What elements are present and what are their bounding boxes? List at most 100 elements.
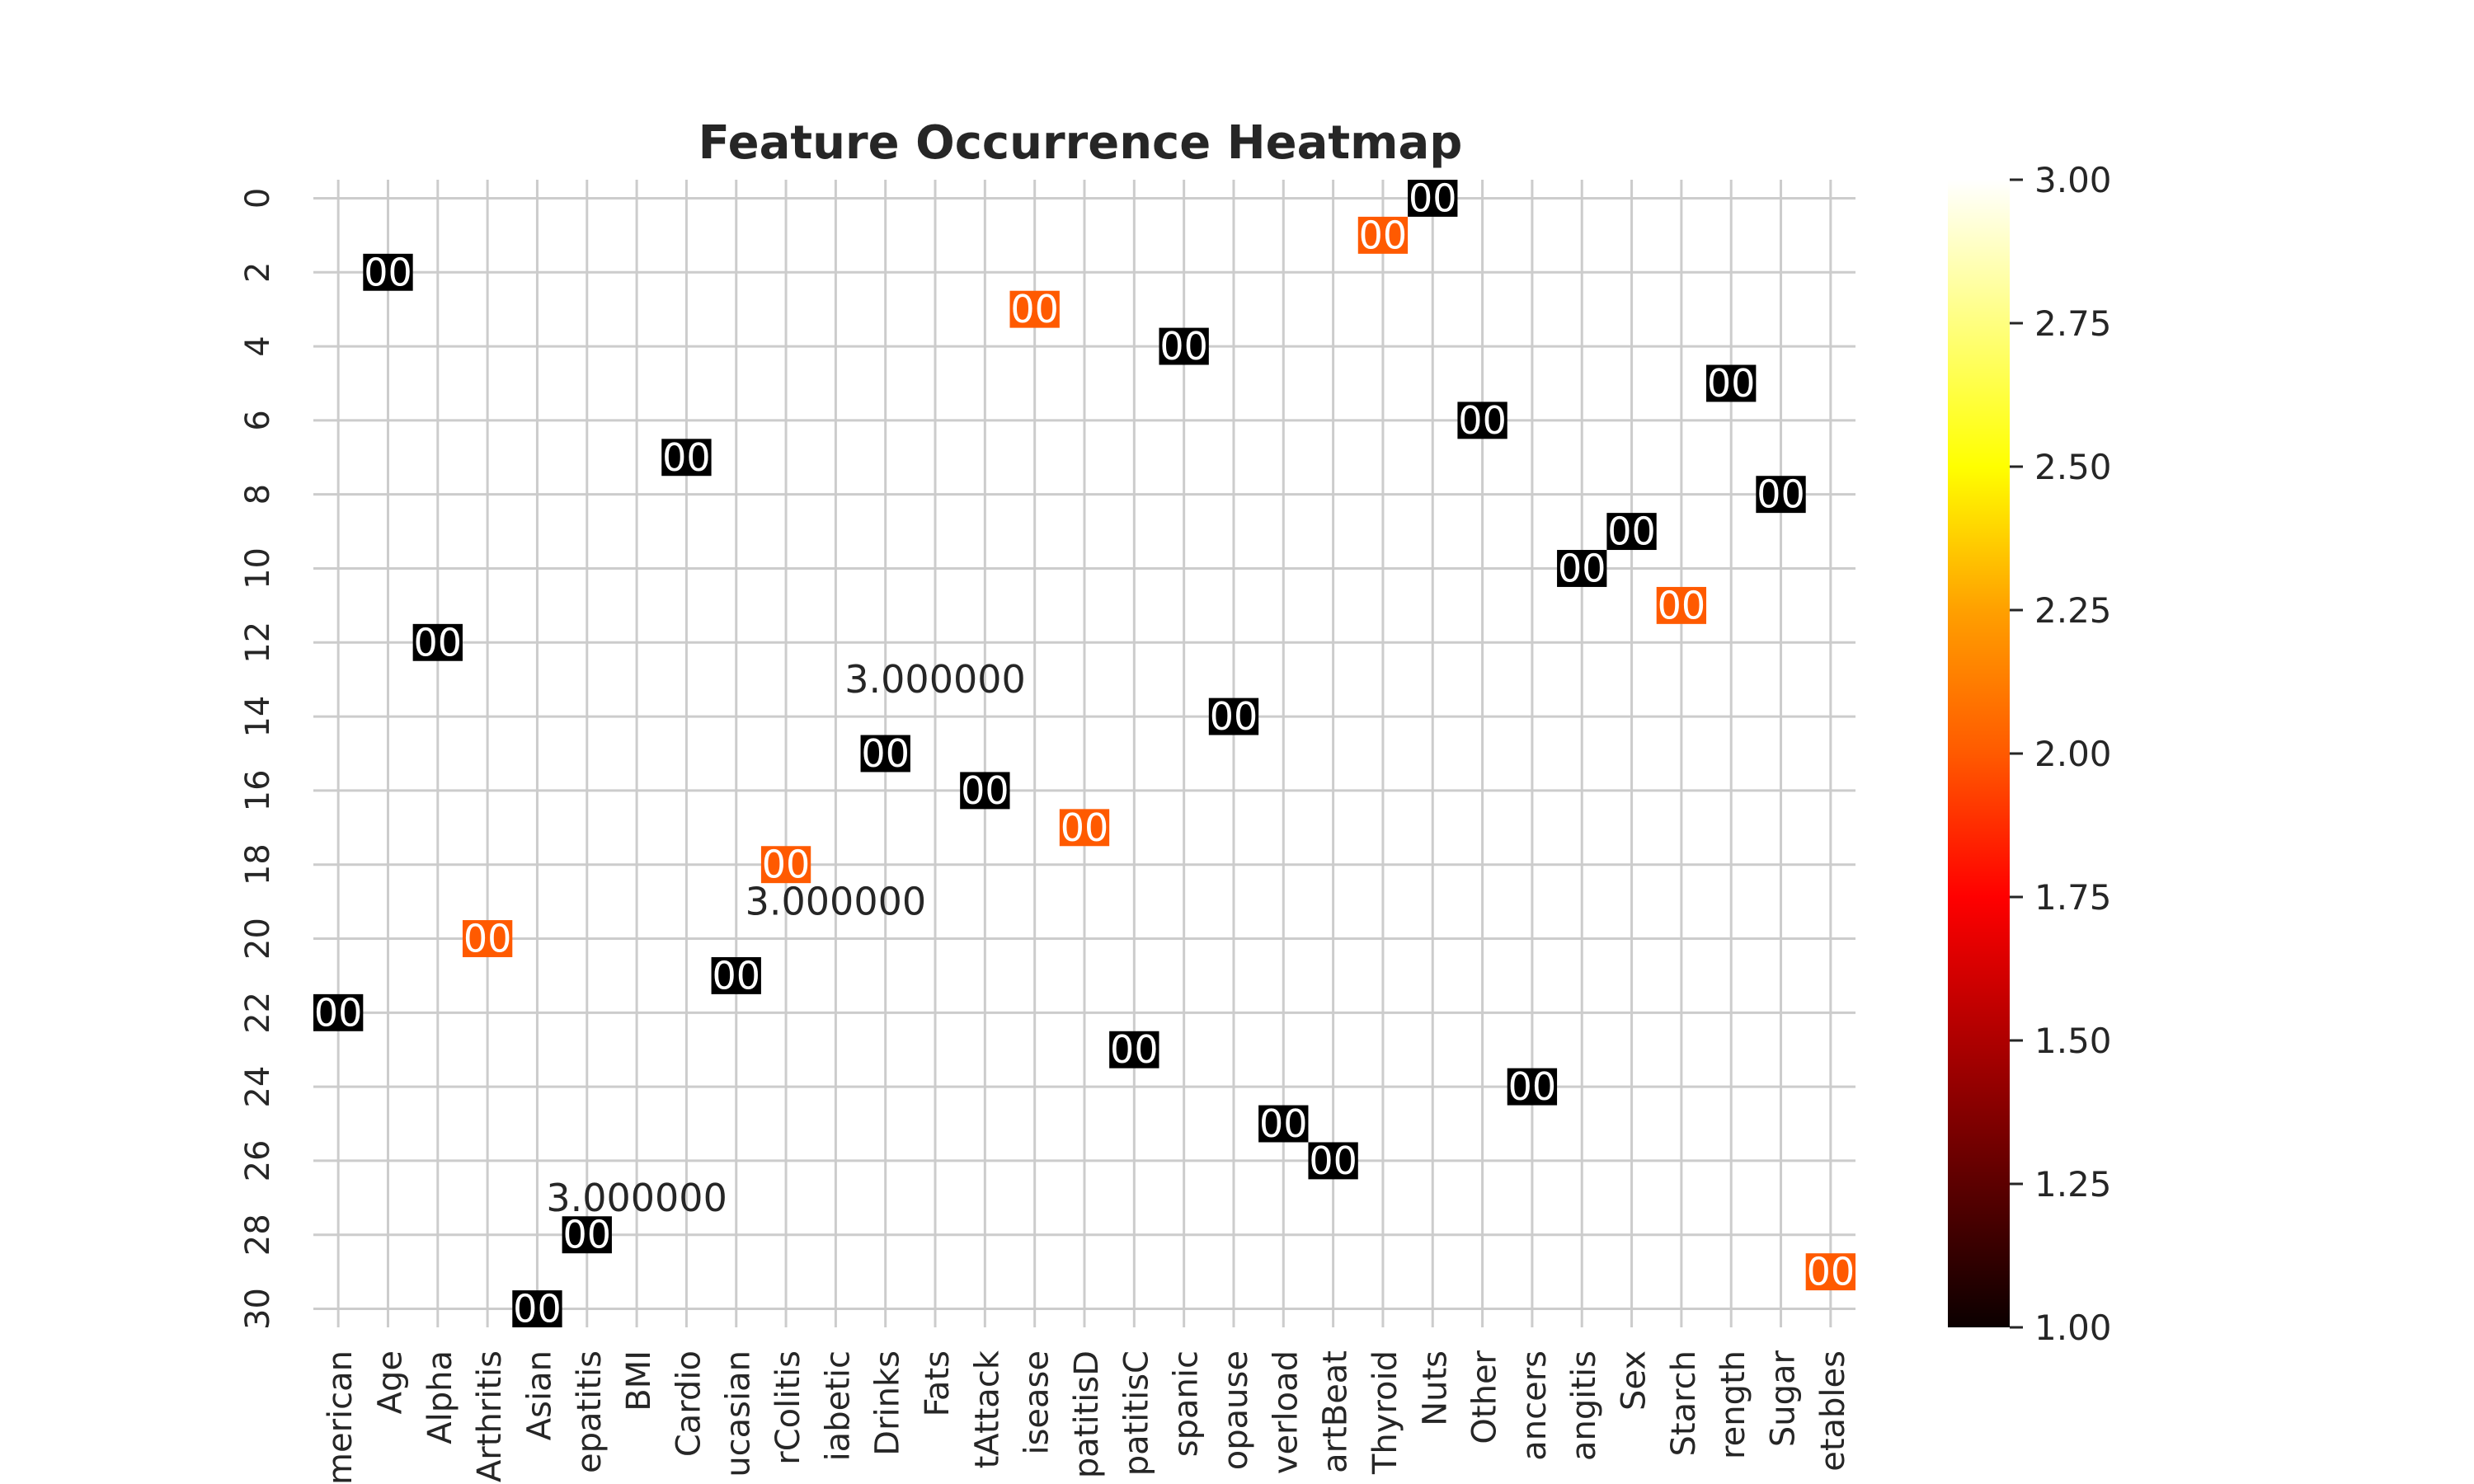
cell-value-label: 00: [1359, 213, 1408, 257]
y-tick-label: 26: [239, 1139, 277, 1181]
heatmap-cell: [1357, 216, 1409, 254]
x-tick-label: iabetic: [819, 1350, 857, 1461]
cell-value-label: 00: [1210, 694, 1258, 739]
heatmap-cell: [1557, 550, 1607, 587]
colorbar: 1.00 1.25 1.50 1.75 2.00 2.25 2.50 2.75 3.00: [1948, 160, 2112, 1348]
cell-value-label: 00: [961, 768, 1009, 813]
y-tick-label: 24: [239, 1066, 277, 1108]
cell-value-label: 00: [1110, 1027, 1159, 1072]
heatmap-cell: [1408, 180, 1458, 217]
x-tick-label: Thyroid: [1366, 1350, 1404, 1475]
heatmap-cell: [1159, 327, 1209, 365]
x-tick-label: rColitis: [769, 1350, 807, 1465]
cell-value-label: 00: [1558, 546, 1606, 590]
cell-value-label: 00: [712, 953, 760, 998]
heatmap-cell: [1507, 1068, 1558, 1106]
x-tick-label: rength: [1714, 1350, 1752, 1459]
cell-value-label: 00: [1508, 1064, 1557, 1109]
x-tick-label: verload: [1267, 1350, 1305, 1474]
x-tick-label: isease: [1018, 1350, 1056, 1455]
cell-value-label: 00: [1409, 176, 1457, 220]
colorbar-tick-label: 1.50: [2034, 1021, 2112, 1061]
x-tick-label: patitisD: [1068, 1350, 1106, 1478]
colorbar-tick-label: 1.25: [2034, 1164, 2112, 1205]
heatmap-cell: [1706, 364, 1757, 402]
x-tick-label: Other: [1466, 1350, 1504, 1444]
heatmap-cell: [1308, 1142, 1358, 1180]
heatmap-cell: [661, 439, 712, 477]
y-tick-label: 18: [239, 843, 277, 885]
heatmap-cell: [562, 1216, 612, 1254]
colorbar-tick-label: 2.50: [2034, 447, 2112, 487]
chart-title: Feature Occurrence Heatmap: [698, 116, 1463, 170]
y-tick-label: 16: [239, 769, 277, 811]
x-tick-label: epatitis: [571, 1350, 609, 1473]
y-tick-label: 14: [239, 696, 277, 738]
cell-value-label: 00: [861, 731, 910, 776]
colorbar-tick-label: 3.00: [2034, 160, 2112, 200]
x-tick-label: Sex: [1616, 1350, 1653, 1411]
x-tick-label: etables: [1814, 1350, 1852, 1472]
heatmap-cells: 0000000000000000000000000000000000000000…: [313, 176, 1856, 1331]
y-tick-label: 10: [239, 547, 277, 589]
cell-value-label: 00: [762, 843, 811, 887]
cell-value-label: 00: [314, 990, 363, 1035]
y-tick-label: 28: [239, 1214, 277, 1256]
heatmap-cell: [711, 956, 761, 994]
cell-value-label: 00: [1458, 398, 1507, 443]
heatmap-cell: [1656, 586, 1707, 624]
cell-value-label: 00: [1658, 583, 1706, 627]
x-tick-labels: merican Age Alpha Arthritis Asian epatitis BMI…: [322, 1350, 1852, 1484]
cell-value-label: 00: [563, 1213, 612, 1257]
x-tick-label: Arthritis: [471, 1350, 509, 1482]
y-tick-label: 2: [239, 262, 277, 283]
heatmap-cell: [1109, 1031, 1159, 1068]
x-tick-label: angitis: [1565, 1350, 1603, 1461]
cell-value-label: 00: [1309, 1139, 1357, 1183]
colorbar-tick-label: 1.75: [2034, 877, 2112, 918]
x-tick-label: Fats: [919, 1350, 957, 1416]
heatmap-cell: [1606, 513, 1657, 551]
x-tick-label: Sugar: [1765, 1350, 1803, 1447]
cell-value-label: 00: [1159, 324, 1208, 369]
heatmap-cell: [1756, 476, 1806, 514]
heatmap-cell: [960, 772, 1010, 810]
cell-value-label: 00: [1010, 287, 1059, 331]
colorbar-tick-label: 2.25: [2034, 590, 2112, 631]
cell-value-label: 00: [1259, 1101, 1308, 1146]
heatmap-cell: [462, 920, 513, 957]
x-tick-label: spanic: [1168, 1350, 1206, 1457]
heatmap-cell: [1457, 402, 1507, 439]
y-tick-label: 30: [239, 1288, 277, 1330]
x-tick-label: ancers: [1516, 1350, 1554, 1461]
x-tick-label: tAttack: [968, 1350, 1006, 1468]
cell-value-label: 00: [1807, 1250, 1856, 1294]
cell-value-label: 00: [414, 620, 463, 665]
x-tick-label: ucasian: [720, 1350, 758, 1477]
heatmap-cell: [1059, 809, 1110, 847]
cell-value-label: 00: [364, 250, 412, 294]
colorbar-tick-label: 2.00: [2034, 734, 2112, 774]
heatmap-cell: [760, 846, 811, 884]
x-tick-label: opause: [1217, 1350, 1255, 1470]
cell-value-label: 00: [1061, 805, 1109, 850]
cell-value-label: 00: [463, 917, 512, 961]
cell-value-label: 00: [1757, 472, 1805, 517]
x-tick-label: BMI: [620, 1350, 658, 1411]
x-tick-label: artBeat: [1317, 1350, 1355, 1473]
heatmap-cell: [860, 735, 910, 773]
x-tick-label: Nuts: [1416, 1350, 1454, 1426]
x-tick-label: Cardio: [670, 1350, 708, 1457]
y-tick-label: 4: [239, 336, 277, 356]
y-tick-label: 22: [239, 992, 277, 1034]
annotation-label: 3.000000: [745, 880, 927, 924]
colorbar-gradient: [1948, 180, 2010, 1327]
cell-value-label: 00: [1707, 361, 1756, 406]
heatmap-cell: [1805, 1253, 1856, 1291]
annotation-label: 3.000000: [844, 657, 1026, 702]
heatmap-cell: [313, 993, 364, 1031]
y-tick-label: 8: [239, 484, 277, 505]
heatmap-cell: [1009, 290, 1060, 328]
